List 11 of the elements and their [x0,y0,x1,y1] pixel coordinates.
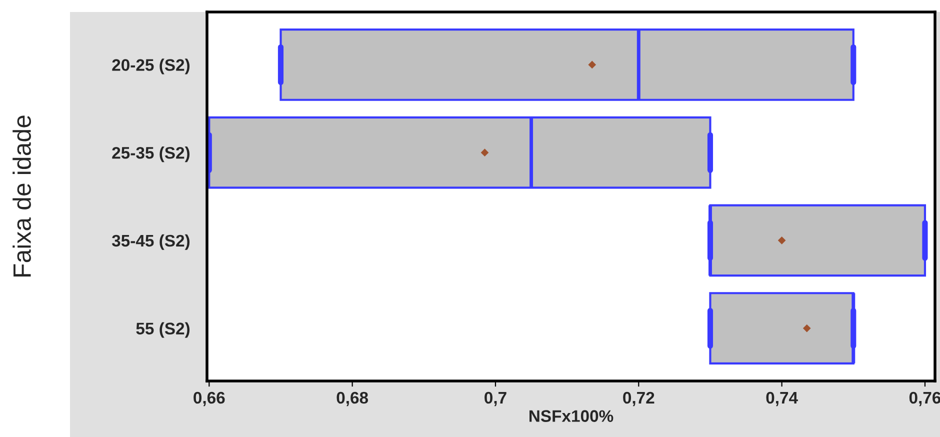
x-tick-label: 0,7 [484,392,506,406]
y-tick-label: 20-25 (S2) [112,58,190,74]
x-tick-label: 0,68 [336,392,368,406]
x-axis-title: NSFx100% [530,410,614,422]
y-tick-label: 55 (S2) [136,322,190,338]
y-axis-title: Faixa de idade [12,116,31,276]
x-tick-label: 0,72 [623,392,654,406]
y-tick-label: 35-45 (S2) [112,234,190,250]
x-tick-label: 0,66 [194,392,225,406]
x-tick-label: 0,74 [766,392,798,406]
y-tick-label: 25-35 (S2) [112,146,190,162]
